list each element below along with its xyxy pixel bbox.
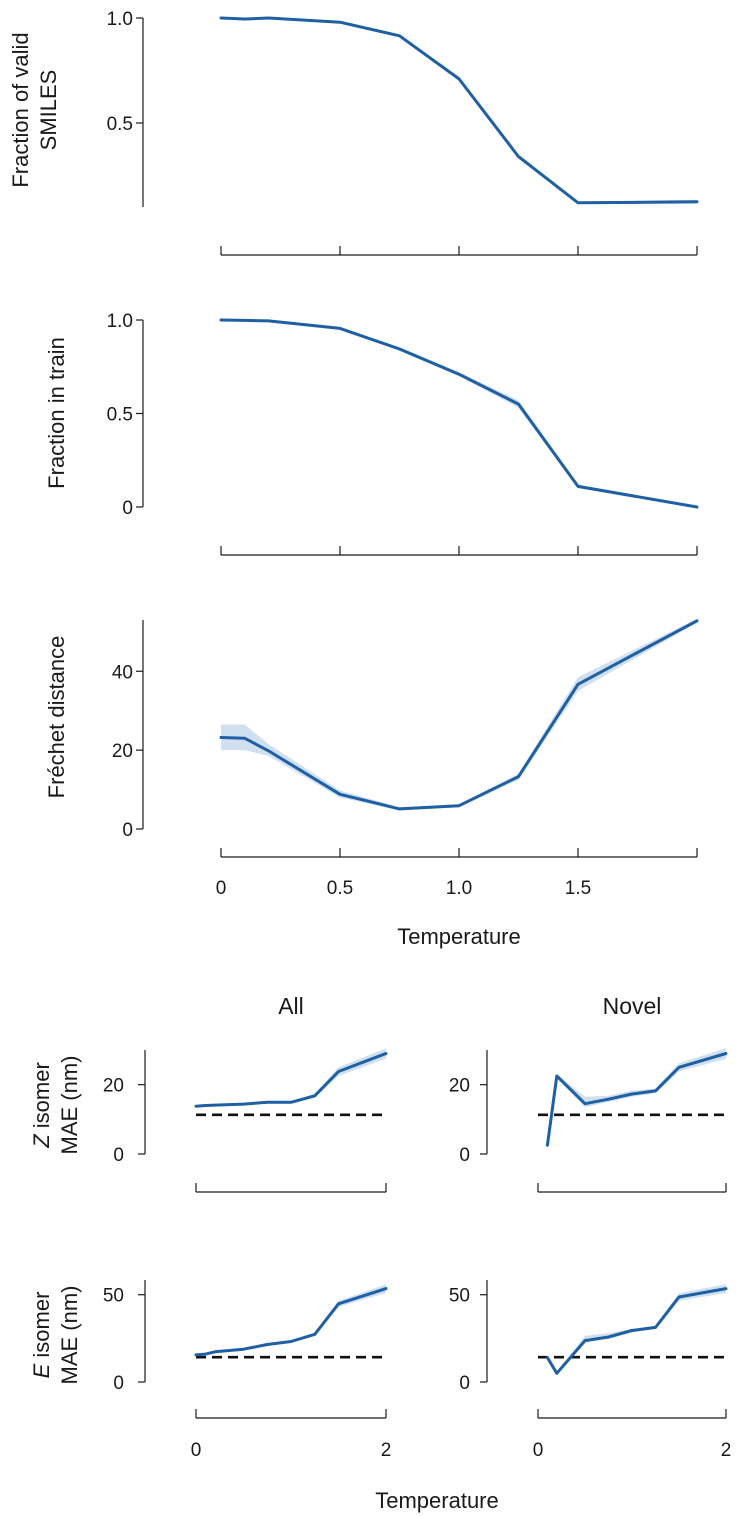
confidence-bands-layer bbox=[196, 18, 726, 1374]
valid-y-tick-label: 1.0 bbox=[107, 9, 133, 30]
frechet-x-axis-label: Temperature bbox=[397, 924, 521, 949]
train-series-line bbox=[219, 318, 699, 509]
frechet-series-line bbox=[219, 619, 699, 811]
frechet-y-axis-label: Fréchet distance bbox=[44, 636, 69, 799]
frechet-x-tick-label: 0.5 bbox=[327, 878, 353, 899]
e_novel-x-tick-label: 2 bbox=[721, 1440, 732, 1461]
frechet-x-tick-label: 1.5 bbox=[565, 878, 591, 899]
z_novel-confidence-band bbox=[547, 1048, 726, 1146]
e_all-confidence-band bbox=[196, 1284, 386, 1356]
e_all-x-tick-label: 0 bbox=[191, 1440, 202, 1461]
train-y-tick-label: 0 bbox=[122, 498, 133, 519]
e_novel-y-tick-label: 0 bbox=[459, 1373, 470, 1394]
e_all-series-line bbox=[194, 1287, 388, 1357]
e_all-y-axis-label: MAE (nm) bbox=[57, 1286, 82, 1385]
z_all-y-axis-label: Z isomer bbox=[29, 1062, 54, 1149]
z_novel-title: Novel bbox=[603, 993, 662, 1019]
e_novel-series-line bbox=[545, 1287, 728, 1375]
z_all-title: All bbox=[278, 993, 304, 1019]
e_all-y-tick-label: 0 bbox=[113, 1373, 124, 1394]
train-y-tick-label: 0.5 bbox=[107, 405, 133, 426]
frechet-y-tick-label: 0 bbox=[122, 820, 133, 841]
train-confidence-band bbox=[221, 320, 697, 507]
valid-confidence-band bbox=[221, 18, 697, 204]
z_all-y-axis-label-italic: Z bbox=[29, 1133, 54, 1149]
valid-series-line bbox=[219, 16, 699, 205]
z_novel-y-tick-label: 0 bbox=[459, 1145, 470, 1166]
axes-layer bbox=[136, 17, 727, 1419]
text-layer: Temperature 0.5 1.0 Fraction of valid SMILE… bbox=[8, 9, 731, 1513]
e_novel-x-tick-label: 0 bbox=[533, 1440, 544, 1461]
train-y-tick-label: 1.0 bbox=[107, 311, 133, 332]
e_all-y-axis-label-rest: isomer bbox=[29, 1292, 54, 1364]
z_all-y-tick-label: 0 bbox=[113, 1145, 124, 1166]
frechet-confidence-band bbox=[221, 618, 697, 811]
e_all-y-axis-label-italic: E bbox=[29, 1363, 54, 1378]
z_all-y-axis-label-rest: isomer bbox=[29, 1062, 54, 1134]
bottom-x-axis-label: Temperature bbox=[375, 1488, 499, 1513]
frechet-x-tick-label: 1.0 bbox=[446, 878, 472, 899]
z_all-series-line bbox=[194, 1052, 388, 1108]
z_novel-series-line bbox=[545, 1052, 728, 1147]
series-lines-layer bbox=[194, 16, 728, 1375]
z_all-y-axis-label: MAE (nm) bbox=[57, 1056, 82, 1155]
frechet-y-tick-label: 40 bbox=[112, 662, 133, 683]
frechet-x-tick-label: 0 bbox=[216, 878, 227, 899]
z_all-y-tick-label: 20 bbox=[103, 1076, 124, 1097]
e_all-y-axis-label: E isomer bbox=[29, 1292, 54, 1379]
z_novel-y-tick-label: 20 bbox=[449, 1076, 470, 1097]
e_all-y-tick-label: 50 bbox=[103, 1286, 124, 1307]
frechet-y-tick-label: 20 bbox=[112, 741, 133, 762]
z_all-confidence-band bbox=[196, 1048, 386, 1107]
e_novel-y-tick-label: 50 bbox=[449, 1286, 470, 1307]
valid-y-axis-label: SMILES bbox=[36, 70, 61, 151]
e_all-x-tick-label: 2 bbox=[381, 1440, 392, 1461]
valid-y-tick-label: 0.5 bbox=[107, 114, 133, 135]
train-y-axis-label: Fraction in train bbox=[44, 337, 69, 489]
valid-y-axis-label: Fraction of valid bbox=[8, 32, 33, 187]
